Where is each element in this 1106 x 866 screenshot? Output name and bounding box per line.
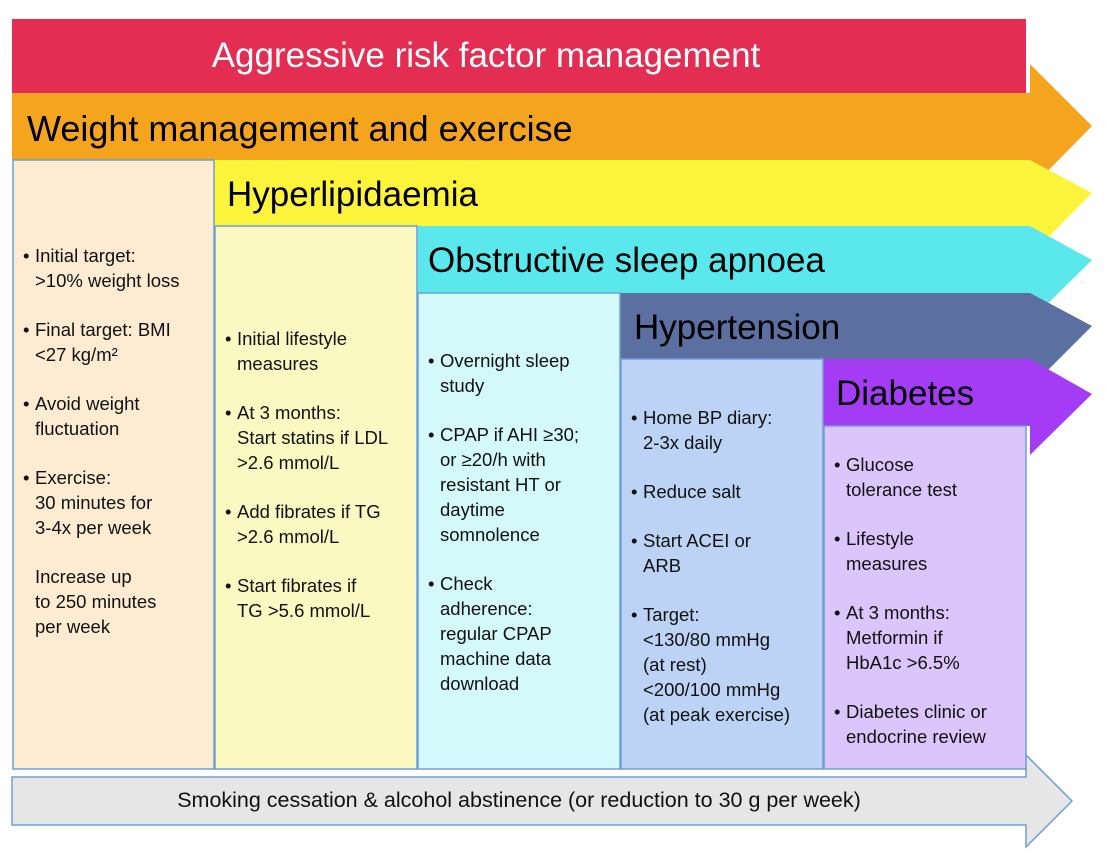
list-item-line: or ≥20/h with	[440, 449, 546, 470]
hyperlipidaemia-arrow	[214, 160, 1092, 256]
list-item-line: to 250 minutes	[35, 591, 157, 612]
list-item-line: tolerance test	[846, 479, 958, 500]
list-item: Home BP diary: 2-3x daily	[631, 405, 821, 455]
list-item-line: (at peak exercise)	[643, 704, 791, 725]
list-item-line: <130/80 mmHg	[643, 629, 770, 650]
list-item-line: Add fibrates if TG	[237, 501, 381, 522]
list-item-line: CPAP if AHI ≥30;	[440, 424, 580, 445]
list-item: At 3 months: Start statins if LDL >2.6 mmo…	[225, 400, 415, 475]
list-item-line: >2.6 mmol/L	[237, 452, 340, 473]
smoking-arrow	[11, 753, 1074, 849]
list-item-line: 30 minutes for	[35, 492, 153, 513]
list-item-line: per week	[35, 616, 111, 637]
list-item-line: (at rest)	[643, 654, 707, 675]
panel-borders	[12, 159, 1027, 770]
list-item-line: measures	[237, 353, 319, 374]
list-item: Avoid weight fluctuation	[23, 391, 213, 441]
list-item: Glucose tolerance test	[834, 452, 1024, 502]
list-item-line: >10% weight loss	[35, 270, 180, 291]
list-item-line: Check	[440, 573, 493, 594]
list-item-line: <27 kg/m²	[35, 344, 118, 365]
osa-title: Obstructive sleep apnoea	[428, 241, 825, 280]
list-item-line: 2-3x daily	[643, 432, 723, 453]
list-item-line: study	[440, 375, 485, 396]
list-item-line: Reduce salt	[643, 481, 741, 502]
list-item-line: Exercise:	[35, 467, 112, 488]
list-item: Increase up to 250 minutes per week	[23, 564, 213, 639]
list-item-line: Home BP diary:	[643, 407, 773, 428]
list-item: Overnight sleep study	[428, 348, 618, 398]
list-item: Start ACEI or ARB	[631, 528, 821, 578]
list-item-line: Increase up	[35, 566, 132, 587]
list-item: Exercise: 30 minutes for 3-4x per week	[23, 465, 213, 540]
list-item-line: download	[440, 673, 520, 694]
list-item: Reduce salt	[631, 479, 821, 504]
bullet-list: Glucose tolerance test Lifestyle measures At…	[834, 452, 1024, 749]
list-item-line: Initial lifestyle	[237, 328, 348, 349]
list-item-line: machine data	[440, 648, 552, 669]
hypertension-arrow	[620, 293, 1092, 388]
list-item: Diabetes clinic or endocrine review	[834, 699, 1024, 749]
list-item-line: Start fibrates if	[237, 575, 357, 596]
hyperlipidaemia-title: Hyperlipidaemia	[227, 175, 478, 214]
list-item-line: resistant HT or	[440, 474, 561, 495]
list-item-line: Overnight sleep	[440, 350, 570, 371]
banner-title: Aggressive risk factor management	[211, 36, 761, 75]
list-item-line: Diabetes clinic or	[846, 701, 987, 722]
bullet-list: Initial target: >10% weight loss Final tar…	[23, 243, 213, 639]
list-item: CPAP if AHI ≥30; or ≥20/h with resistant H…	[428, 422, 618, 547]
bullet-list: Initial lifestyle measures At 3 months: Sta…	[225, 326, 415, 623]
list-item-line: >2.6 mmol/L	[237, 526, 340, 547]
list-item-line: Lifestyle	[846, 528, 914, 549]
list-item-line: endocrine review	[846, 726, 986, 747]
hypertension-title: Hypertension	[634, 308, 841, 347]
osa-list: Overnight sleep study CPAP if AHI ≥30; or ≥…	[428, 348, 618, 720]
banner-bar	[12, 19, 1026, 93]
hypertension-list: Home BP diary: 2-3x daily Reduce salt Start…	[631, 405, 821, 751]
weight-title: Weight management and exercise	[27, 108, 573, 149]
list-item-line: HbA1c >6.5%	[846, 652, 960, 673]
hyperlipidaemia-list: Initial lifestyle measures At 3 months: Sta…	[225, 326, 415, 647]
list-item-line: Initial target:	[35, 245, 136, 266]
diabetes-title: Diabetes	[836, 374, 975, 413]
weight-arrow	[12, 64, 1092, 189]
list-item: At 3 months: Metformin if HbA1c >6.5%	[834, 600, 1024, 675]
list-item-line: fluctuation	[35, 418, 120, 439]
list-item-line: adherence:	[440, 598, 533, 619]
hyperlipidaemia-panel	[215, 226, 417, 769]
smoking-text: Smoking cessation & alcohol abstinence (…	[177, 788, 861, 812]
bullet-list: Home BP diary: 2-3x daily Reduce salt Start…	[631, 405, 821, 727]
list-item-line: regular CPAP	[440, 623, 552, 644]
list-item-line: ARB	[643, 555, 682, 576]
list-item: Final target: BMI <27 kg/m²	[23, 317, 213, 367]
list-item-line: Start ACEI or	[643, 530, 751, 551]
list-item-line: Final target: BMI	[35, 319, 171, 340]
diabetes-list: Glucose tolerance test Lifestyle measures At…	[834, 452, 1024, 773]
bullet-list: Overnight sleep study CPAP if AHI ≥30; or ≥…	[428, 348, 618, 696]
list-item: Check adherence: regular CPAP machine data d…	[428, 571, 618, 696]
list-item: Start fibrates if TG >5.6 mmol/L	[225, 573, 415, 623]
list-item-line: Start statins if LDL	[237, 427, 389, 448]
list-item-line: <200/100 mmHg	[643, 679, 781, 700]
weight-list: Initial target: >10% weight loss Final tar…	[23, 243, 213, 663]
list-item: Lifestyle measures	[834, 526, 1024, 576]
list-item: Initial target: >10% weight loss	[23, 243, 213, 293]
list-item-line: TG >5.6 mmol/L	[237, 600, 371, 621]
list-item-line: Avoid weight	[35, 393, 140, 414]
list-item-line: Glucose	[846, 454, 914, 475]
list-item-line: At 3 months:	[846, 602, 950, 623]
list-item-line: Metformin if	[846, 627, 943, 648]
list-item-line: measures	[846, 553, 928, 574]
list-item: Target: <130/80 mmHg (at rest) <200/100 mmH…	[631, 602, 821, 727]
list-item-line: At 3 months:	[237, 402, 341, 423]
list-item-line: daytime	[440, 499, 505, 520]
list-item-line: somnolence	[440, 524, 540, 545]
osa-arrow	[417, 226, 1092, 321]
list-item-line: 3-4x per week	[35, 517, 152, 538]
list-item: Add fibrates if TG >2.6 mmol/L	[225, 499, 415, 549]
list-item: Initial lifestyle measures	[225, 326, 415, 376]
list-item-line: Target:	[643, 604, 700, 625]
diabetes-arrow	[823, 359, 1092, 455]
